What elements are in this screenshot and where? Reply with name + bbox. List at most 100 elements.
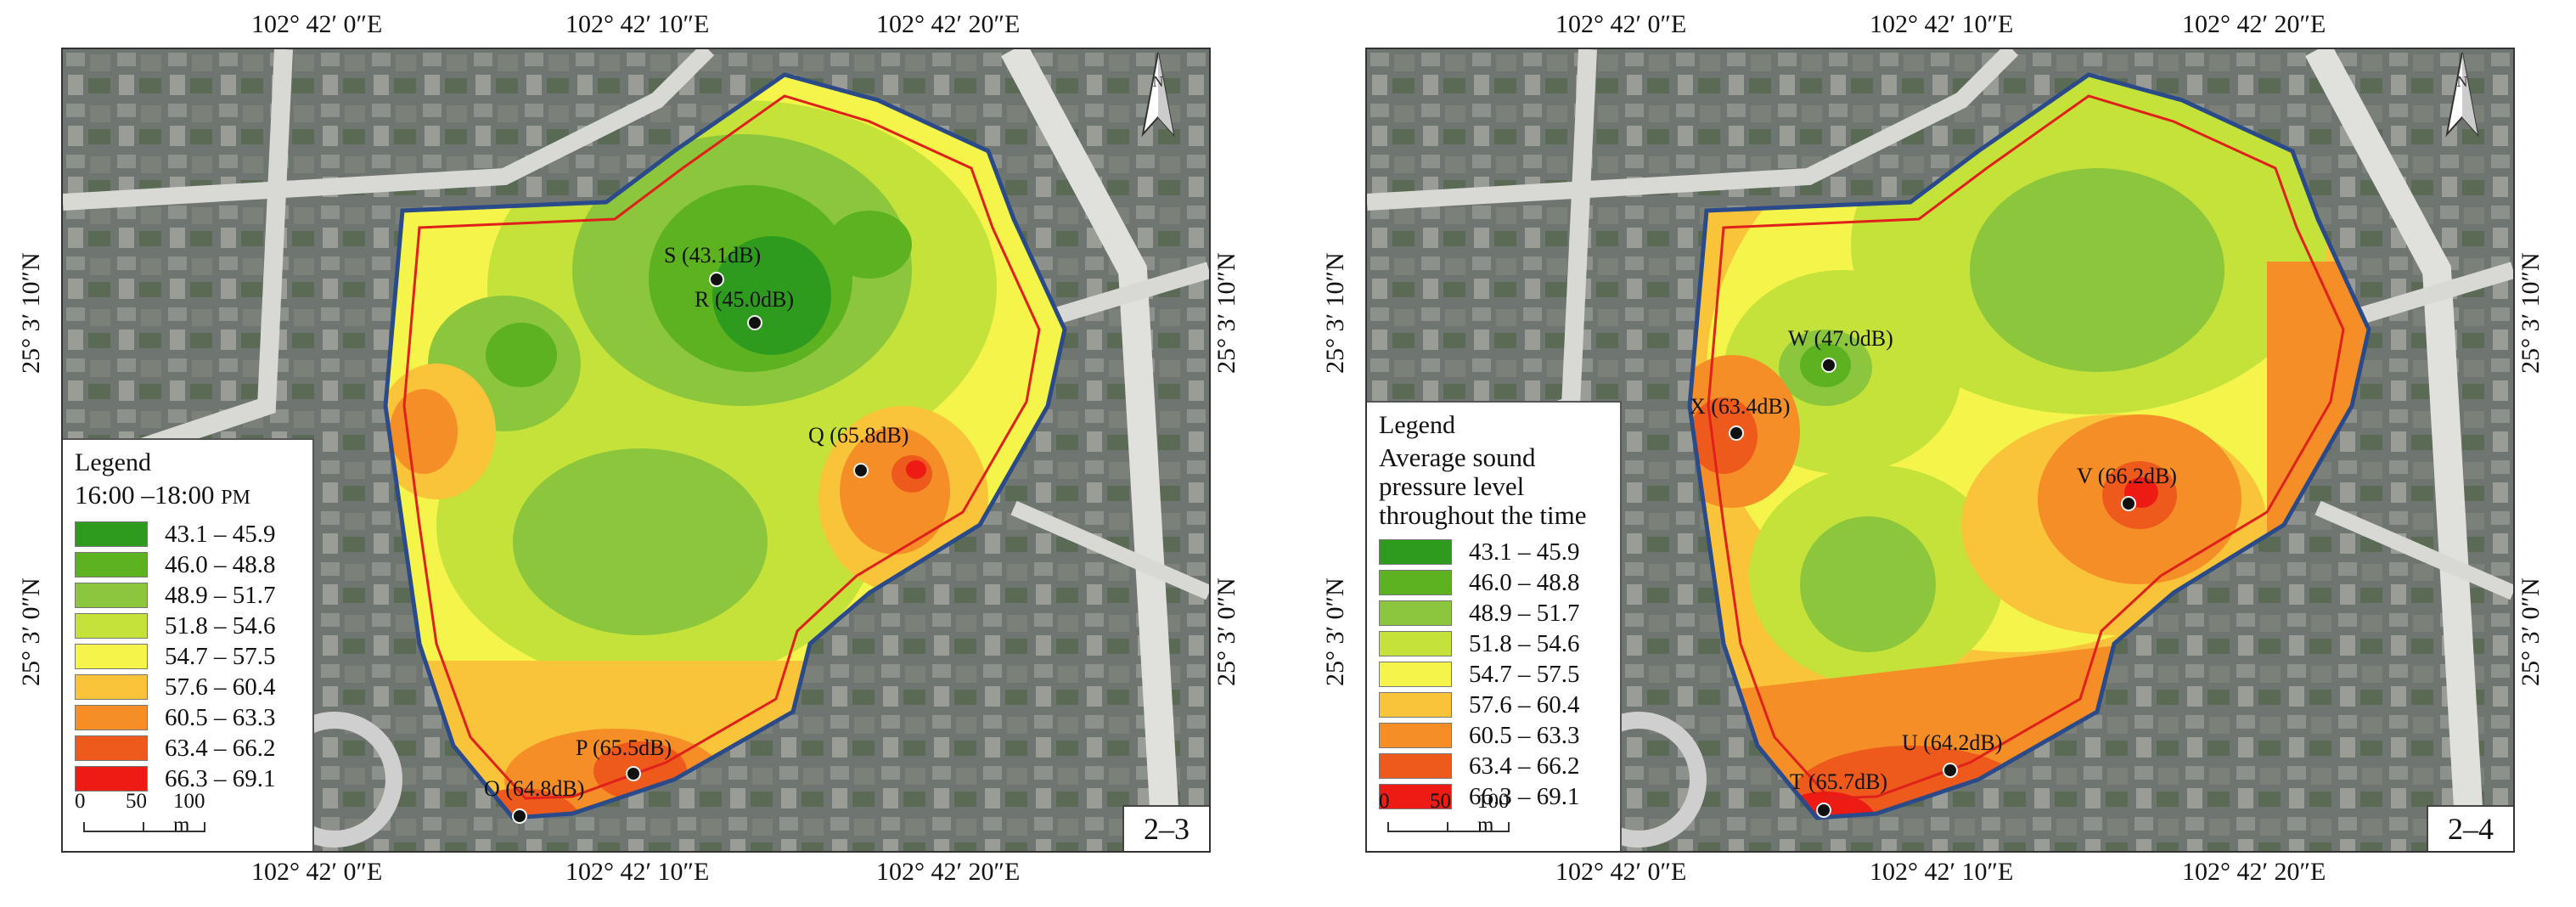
- coord-bottom-2-panel-b: 102° 42′ 10″E: [1870, 858, 2014, 886]
- legend-title: Legend: [1379, 411, 1455, 439]
- north-arrow-icon: N: [2445, 52, 2479, 138]
- legend-range-label: 60.5 – 63.3: [165, 703, 276, 731]
- coord-right-1-panel-b: 25° 3′ 10″N: [2517, 252, 2545, 374]
- point-marker-t: [1816, 803, 1831, 818]
- legend-swatch: [1379, 631, 1452, 656]
- legend-row: 54.7 – 57.5: [75, 641, 302, 672]
- coord-top-1-panel-b: 102° 42′ 0″E: [1555, 10, 1687, 38]
- point-marker-q: [853, 463, 869, 478]
- road: [2305, 49, 2485, 851]
- road: [63, 49, 715, 211]
- road: [2341, 262, 2513, 330]
- legend-swatch: [1379, 753, 1452, 779]
- site-boundary-outer: [1687, 72, 2371, 820]
- legend-swatch: [75, 735, 148, 761]
- road: [1367, 49, 2019, 211]
- legend-row: 66.3 – 69.1: [1379, 781, 1610, 812]
- svg-text:N: N: [1153, 73, 1164, 90]
- point-label-w: W (47.0dB): [1788, 326, 1893, 351]
- legend-swatch: [1379, 539, 1452, 565]
- scale-bar: 0 50 100 m: [75, 790, 219, 841]
- coord-left-1-panel-a: 25° 3′ 10″N: [17, 252, 45, 374]
- legend-row: 48.9 – 51.7: [1379, 598, 1610, 628]
- legend-range-label: 63.4 – 66.2: [165, 734, 276, 762]
- map-canvas-2-3: [63, 49, 1209, 851]
- legend-swatch: [75, 583, 148, 608]
- coord-bottom-1-panel-b: 102° 42′ 0″E: [1555, 858, 1687, 886]
- map-panel-2-4: N W (47.0dB) X (63.4dB) V (66.2dB) U (64…: [1365, 48, 2515, 853]
- point-marker-x: [1729, 425, 1744, 441]
- legend-row: 54.7 – 57.5: [1379, 659, 1610, 690]
- legend-row: 63.4 – 66.2: [75, 733, 302, 763]
- point-label-q: Q (65.8dB): [808, 423, 909, 448]
- svg-text:N: N: [2457, 73, 2468, 90]
- point-label-x: X (63.4dB): [1690, 394, 1791, 419]
- legend-row: 60.5 – 63.3: [1379, 720, 1610, 751]
- point-marker-o: [512, 808, 527, 824]
- legend-subtitle: Average sound pressure level throughout …: [1379, 442, 1587, 530]
- legend-range-label: 63.4 – 66.2: [1469, 752, 1580, 780]
- legend-subtitle: 16:00 –18:00 PM: [75, 481, 302, 512]
- coord-right-2-panel-a: 25° 3′ 0″N: [1212, 577, 1240, 686]
- legend-row: 43.1 – 45.9: [1379, 537, 1610, 567]
- coord-top-2-panel-b: 102° 42′ 10″E: [1870, 10, 2014, 38]
- coord-left-2-panel-a: 25° 3′ 0″N: [17, 577, 45, 686]
- legend-range-label: 48.9 – 51.7: [165, 581, 276, 609]
- legend-range-label: 60.5 – 63.3: [1469, 721, 1580, 749]
- coord-bottom-3-panel-b: 102° 42′ 20″E: [2182, 858, 2326, 886]
- legend-range-label: 66.3 – 69.1: [1469, 782, 1580, 810]
- scale-bar: 0 50 100 m: [1379, 790, 1523, 841]
- point-label-v: V (66.2dB): [2077, 464, 2177, 488]
- legend-row: 57.6 – 60.4: [75, 672, 302, 702]
- legend-swatch: [75, 674, 148, 700]
- point-label-r: R (45.0dB): [695, 287, 794, 312]
- point-marker-r: [747, 315, 762, 330]
- legend-2-4: Legend Average sound pressure level thro…: [1367, 401, 1622, 851]
- scale-label-mid: 50: [1430, 790, 1451, 813]
- legend-row: 51.8 – 54.6: [75, 611, 302, 641]
- legend-title: Legend: [75, 448, 151, 476]
- map-panel-2-3: N S (43.1dB) R (45.0dB) Q (65.8dB) P (65…: [61, 48, 1211, 853]
- point-label-s: S (43.1dB): [664, 243, 762, 268]
- legend-swatch: [1379, 723, 1452, 748]
- legend-row: 66.3 – 69.1: [75, 763, 302, 794]
- legend-swatch: [75, 521, 148, 547]
- legend-range-label: 57.6 – 60.4: [165, 673, 276, 701]
- legend-row: 43.1 – 45.9: [75, 519, 302, 549]
- north-arrow-icon: N: [1141, 52, 1175, 138]
- point-marker-s: [709, 272, 724, 287]
- point-marker-v: [2121, 496, 2136, 511]
- coord-right-2-panel-b: 25° 3′ 0″N: [2517, 577, 2545, 686]
- legend-swatch: [75, 644, 148, 669]
- panel-id-2-4: 2–4: [2427, 805, 2513, 851]
- coord-left-1-panel-b: 25° 3′ 10″N: [1321, 252, 1349, 374]
- point-label-u: U (64.2dB): [1902, 730, 2003, 755]
- legend-swatch: [1379, 662, 1452, 687]
- point-label-o: O (64.8dB): [484, 776, 585, 801]
- map-canvas-2-4: [1367, 49, 2513, 851]
- legend-swatch: [1379, 784, 1452, 809]
- site-boundary-inner: [1707, 94, 2345, 800]
- road: [1001, 49, 1181, 851]
- legend-range-label: 43.1 – 45.9: [1469, 538, 1580, 566]
- legend-time-range: 16:00 –18:00: [75, 480, 215, 510]
- coord-left-2-panel-b: 25° 3′ 0″N: [1321, 577, 1349, 686]
- legend-swatch: [1379, 692, 1452, 718]
- legend-swatch: [75, 552, 148, 577]
- legend-range-label: 46.0 – 48.8: [165, 550, 276, 578]
- road: [1037, 262, 1209, 330]
- coord-bottom-2-panel-a: 102° 42′ 10″E: [565, 858, 710, 886]
- legend-time-suffix: PM: [221, 487, 250, 509]
- legend-range-label: 43.1 – 45.9: [165, 520, 276, 548]
- coord-top-2-panel-a: 102° 42′ 10″E: [565, 10, 710, 38]
- legend-row: 46.0 – 48.8: [1379, 567, 1610, 598]
- scale-label-zero: 0: [1379, 790, 1390, 813]
- scale-label-mid: 50: [126, 790, 147, 813]
- legend-range-label: 57.6 – 60.4: [1469, 690, 1580, 718]
- point-marker-p: [626, 766, 641, 781]
- legend-range-label: 54.7 – 57.5: [165, 642, 276, 670]
- point-marker-u: [1943, 763, 1958, 778]
- legend-row: 63.4 – 66.2: [1379, 751, 1610, 781]
- legend-swatch: [75, 613, 148, 639]
- point-label-t: T (65.7dB): [1790, 769, 1888, 794]
